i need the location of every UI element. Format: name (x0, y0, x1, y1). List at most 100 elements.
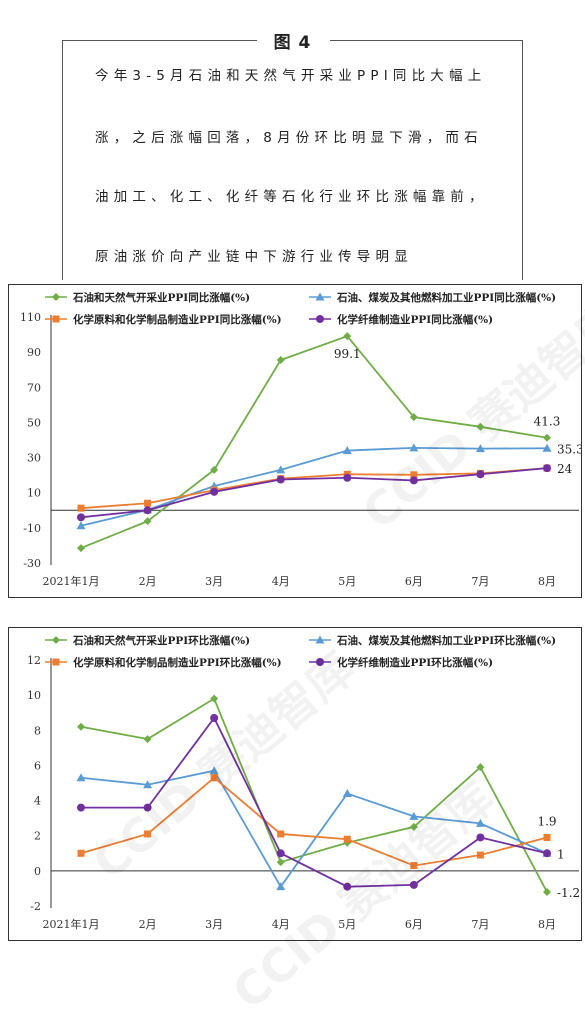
yoy-point-s0-5 (409, 413, 418, 422)
mom-series-1 (76, 766, 552, 891)
frame-top-right (330, 40, 522, 41)
yoy-ytick-label: 90 (27, 346, 41, 359)
mom-xtick-label: 4月 (272, 918, 290, 931)
yoy-legend-label-2: 化学原料和化学制品制造业PPI同比涨幅(%) (73, 313, 282, 326)
mom-xtick-label: 8月 (538, 918, 556, 931)
yoy-xtick-label: 4月 (272, 575, 290, 588)
yoy-point-s0-7 (543, 433, 551, 442)
mom-point-s0-2 (210, 694, 219, 703)
yoy-point-s1-3 (276, 465, 286, 474)
mom-legend-item-1: 石油、煤炭及其他燃料加工业PPI环比涨幅(%) (309, 634, 556, 647)
yoy-point-s1-0 (76, 521, 86, 530)
mom-point-s1-3 (276, 882, 286, 891)
mom-legend-item-3: 化学纤维制造业PPI环比涨幅(%) (309, 656, 493, 669)
mom-point-s1-2 (209, 766, 219, 775)
yoy-ytick-label: -10 (23, 522, 41, 535)
mom-point-s0-1 (143, 735, 152, 744)
frame-right (522, 40, 523, 280)
yoy-legend-marker-2 (52, 315, 60, 323)
mom-legend-marker-0 (52, 636, 60, 644)
mom-point-s2-2 (210, 774, 218, 782)
yoy-ytick-label: 110 (20, 311, 41, 324)
yoy-legend-label-1: 石油、煤炭及其他燃料加工业PPI同比涨幅(%) (336, 291, 556, 304)
mom-legend-marker-1 (315, 635, 325, 644)
mom-point-s1-1 (143, 780, 153, 789)
yoy-point-s3-4 (343, 473, 352, 482)
mom-ytick-label: 0 (34, 865, 41, 878)
mom-point-s1-6 (475, 818, 485, 827)
mom-legend-marker-3 (316, 658, 324, 666)
yoy-xtick-label: 8月 (538, 575, 556, 588)
yoy-data-label-2: 35.3 (557, 442, 581, 456)
chart-mom-svg: -2 0 2 4 6 8 10 12 2021年1月 2月 3月 4月 5月 6月 7月 8月 石油和天然气开采… (27, 634, 580, 931)
mom-legend-marker-2 (52, 658, 60, 666)
yoy-series-3 (77, 464, 551, 522)
mom-xtick-label: 7月 (471, 918, 489, 931)
yoy-legend-marker-1 (315, 292, 325, 301)
mom-series-line-3 (81, 716, 548, 888)
yoy-legend-item-3: 化学纤维制造业PPI同比涨幅(%) (309, 313, 493, 326)
chart-mom: -2 0 2 4 6 8 10 12 2021年1月 2月 3月 4月 5月 6月 7月 8月 石油和天然气开采… (8, 627, 582, 941)
yoy-point-s1-5 (409, 443, 419, 452)
yoy-xtick-label: 5月 (338, 575, 356, 588)
yoy-point-s1-4 (342, 446, 352, 455)
mom-point-s2-1 (144, 830, 152, 838)
yoy-point-s3-6 (476, 470, 485, 479)
mom-legend-item-2: 化学原料和化学制品制造业PPI环比涨幅(%) (45, 656, 282, 669)
yoy-point-s3-5 (409, 476, 418, 485)
mom-point-s2-4 (343, 835, 351, 843)
mom-point-s3-5 (409, 880, 418, 889)
yoy-series-line-2 (80, 467, 548, 510)
mom-xtick-label: 2月 (139, 918, 157, 931)
mom-point-s0-0 (77, 722, 85, 731)
yoy-point-s2-0 (77, 504, 85, 512)
yoy-point-s1-6 (475, 444, 485, 453)
paragraph-line-4: 原油涨价向产业链中下游行业传导明显 (95, 249, 413, 265)
yoy-point-s0-0 (77, 544, 85, 553)
mom-point-s3-2 (210, 713, 219, 722)
yoy-legend-marker-0 (52, 293, 60, 301)
mom-point-s1-0 (76, 773, 86, 782)
mom-series-line-1 (80, 769, 548, 889)
mom-legend-label-3: 化学纤维制造业PPI环比涨幅(%) (337, 656, 493, 669)
mom-ytick-label: 10 (27, 689, 41, 702)
mom-data-label-2: 1 (557, 847, 565, 861)
chart-yoy-svg: -30 -10 10 30 50 70 90 110 2021年1月 2月 3月 4月 5月 6月 7月 8月… (20, 291, 584, 588)
mom-point-s1-4 (342, 789, 352, 798)
mom-ytick-label: 2 (34, 830, 41, 843)
mom-point-s3-0 (77, 803, 85, 812)
figure-title: 图 4 (273, 33, 312, 53)
yoy-ytick-label: 50 (27, 416, 41, 429)
mom-legend-item-0: 石油和天然气开采业PPI环比涨幅(%) (45, 634, 250, 647)
mom-legend-label-1: 石油、煤炭及其他燃料加工业PPI环比涨幅(%) (336, 634, 556, 647)
frame-left (62, 40, 63, 280)
yoy-xtick-label: 7月 (471, 575, 489, 588)
mom-point-s0-6 (476, 763, 485, 772)
yoy-point-s0-6 (476, 422, 485, 431)
yoy-ytick-label: 70 (27, 381, 41, 394)
yoy-xtick-label: 2月 (139, 575, 157, 588)
yoy-data-label-3: 24 (557, 462, 573, 476)
mom-point-s2-3 (277, 830, 285, 838)
yoy-point-s0-1 (143, 517, 152, 526)
mom-xtick-label: 6月 (405, 918, 423, 931)
paragraph-line-2: 涨，之后涨幅回落，8月份环比明显下滑，而石 (95, 130, 483, 146)
yoy-point-s3-2 (210, 487, 219, 496)
yoy-point-s0-4 (343, 332, 352, 341)
yoy-xtick-label: 6月 (405, 575, 423, 588)
yoy-ytick-label: -30 (23, 557, 41, 570)
yoy-series-line-1 (80, 447, 548, 527)
mom-point-s3-7 (543, 849, 551, 858)
chart-yoy: -30 -10 10 30 50 70 90 110 2021年1月 2月 3月 4月 5月 6月 7月 8月… (8, 284, 584, 598)
mom-data-label-0: 1.9 (537, 814, 556, 828)
mom-point-s1-5 (409, 811, 419, 820)
mom-ytick-label: 4 (34, 795, 41, 808)
mom-legend-label-0: 石油和天然气开采业PPI环比涨幅(%) (72, 634, 250, 647)
yoy-point-s0-3 (276, 356, 285, 365)
mom-point-s2-7 (543, 833, 551, 841)
mom-point-s0-7 (543, 887, 551, 896)
mom-point-s0-3 (276, 858, 285, 867)
yoy-xtick-label: 2021年1月 (43, 574, 100, 588)
paragraph-line-3: 油加工、化工、化纤等石化行业环比涨幅靠前， (95, 189, 488, 205)
mom-ytick-label: -2 (30, 900, 41, 913)
